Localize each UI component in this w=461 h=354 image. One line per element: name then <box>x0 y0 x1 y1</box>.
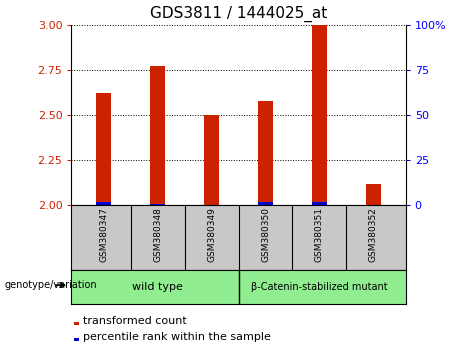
Text: β-Catenin-stabilized mutant: β-Catenin-stabilized mutant <box>251 282 388 292</box>
Bar <box>96 202 112 205</box>
Text: GSM380350: GSM380350 <box>261 207 270 262</box>
Text: transformed count: transformed count <box>83 316 187 326</box>
Text: percentile rank within the sample: percentile rank within the sample <box>83 332 271 342</box>
Text: GSM380352: GSM380352 <box>369 207 378 262</box>
Text: genotype/variation: genotype/variation <box>5 280 97 290</box>
Bar <box>312 202 327 205</box>
Text: GSM380347: GSM380347 <box>99 207 108 262</box>
Bar <box>150 66 165 205</box>
Bar <box>258 202 273 205</box>
Title: GDS3811 / 1444025_at: GDS3811 / 1444025_at <box>150 6 327 22</box>
Bar <box>366 184 381 205</box>
Bar <box>312 25 327 205</box>
Bar <box>150 204 165 205</box>
Text: wild type: wild type <box>132 282 183 292</box>
Bar <box>204 115 219 205</box>
Text: GSM380348: GSM380348 <box>153 207 162 262</box>
Bar <box>96 93 112 205</box>
Text: GSM380349: GSM380349 <box>207 207 216 262</box>
Bar <box>258 101 273 205</box>
Text: GSM380351: GSM380351 <box>315 207 324 262</box>
